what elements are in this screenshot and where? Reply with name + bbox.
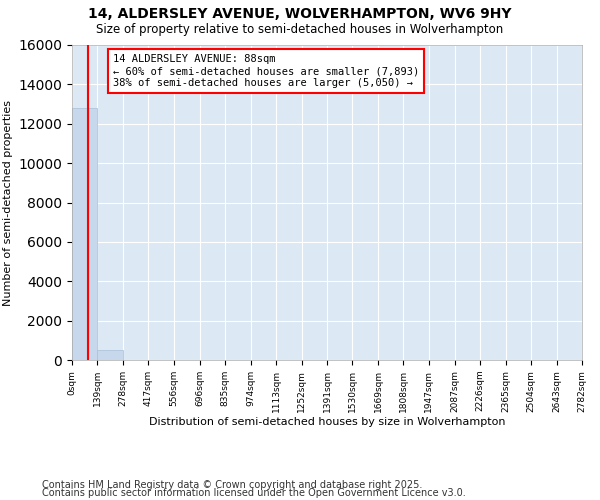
Text: 14 ALDERSLEY AVENUE: 88sqm
← 60% of semi-detached houses are smaller (7,893)
38%: 14 ALDERSLEY AVENUE: 88sqm ← 60% of semi… xyxy=(113,54,419,88)
Bar xyxy=(72,108,97,360)
Bar xyxy=(97,350,123,360)
Text: Contains HM Land Registry data © Crown copyright and database right 2025.: Contains HM Land Registry data © Crown c… xyxy=(42,480,422,490)
Y-axis label: Number of semi-detached properties: Number of semi-detached properties xyxy=(3,100,13,306)
Text: 14, ALDERSLEY AVENUE, WOLVERHAMPTON, WV6 9HY: 14, ALDERSLEY AVENUE, WOLVERHAMPTON, WV6… xyxy=(88,8,512,22)
Text: Contains public sector information licensed under the Open Government Licence v3: Contains public sector information licen… xyxy=(42,488,466,498)
Text: Size of property relative to semi-detached houses in Wolverhampton: Size of property relative to semi-detach… xyxy=(97,22,503,36)
X-axis label: Distribution of semi-detached houses by size in Wolverhampton: Distribution of semi-detached houses by … xyxy=(149,418,505,428)
